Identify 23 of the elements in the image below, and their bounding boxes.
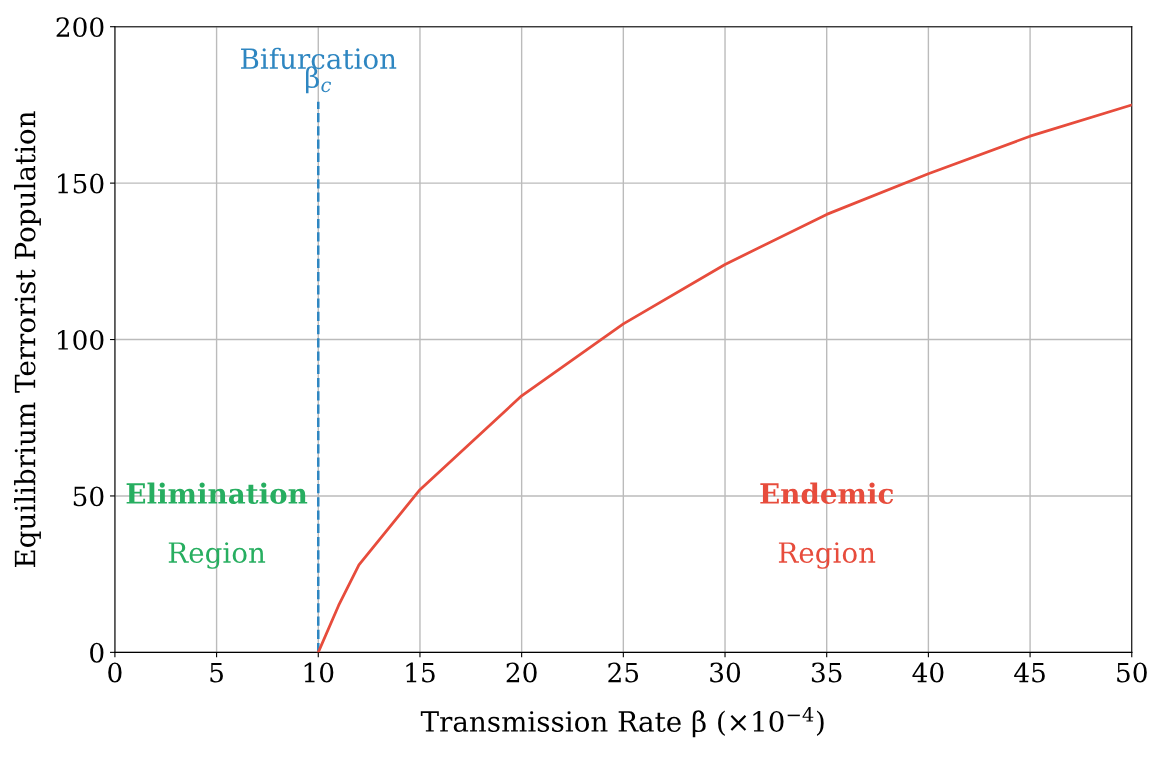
x-tick-label: 0 <box>108 662 122 683</box>
y-tick-label: 200 <box>56 17 104 38</box>
y-tick-label: 50 <box>73 486 104 507</box>
x-tick-label: 5 <box>210 662 223 683</box>
annotation: Region <box>168 542 266 569</box>
x-tick-label: 30 <box>710 662 741 683</box>
annotation: Elimination <box>126 482 308 505</box>
y-axis-title: Equilibrium Terrorist Population <box>14 111 41 568</box>
x-tick-label: 20 <box>506 662 537 683</box>
x-tick-label: 40 <box>912 662 944 683</box>
line-series <box>316 103 1132 653</box>
x-tick-label: 35 <box>811 662 842 683</box>
y-tick-label: 100 <box>58 329 104 350</box>
x-tick-label: 45 <box>1014 662 1045 683</box>
y-tick-label: 150 <box>58 173 104 194</box>
x-tick-label: 10 <box>304 662 334 683</box>
annotation: Endemic <box>760 482 894 505</box>
x-axis-title: Transmission Rate β (×10$^{−4}$) <box>420 707 824 738</box>
annotation: Region <box>778 542 876 569</box>
y-tick-label: 0 <box>90 642 104 663</box>
x-tick-label: 25 <box>608 662 639 683</box>
x-tick-label: 15 <box>406 662 435 683</box>
x-tick-label: 50 <box>1117 662 1147 683</box>
